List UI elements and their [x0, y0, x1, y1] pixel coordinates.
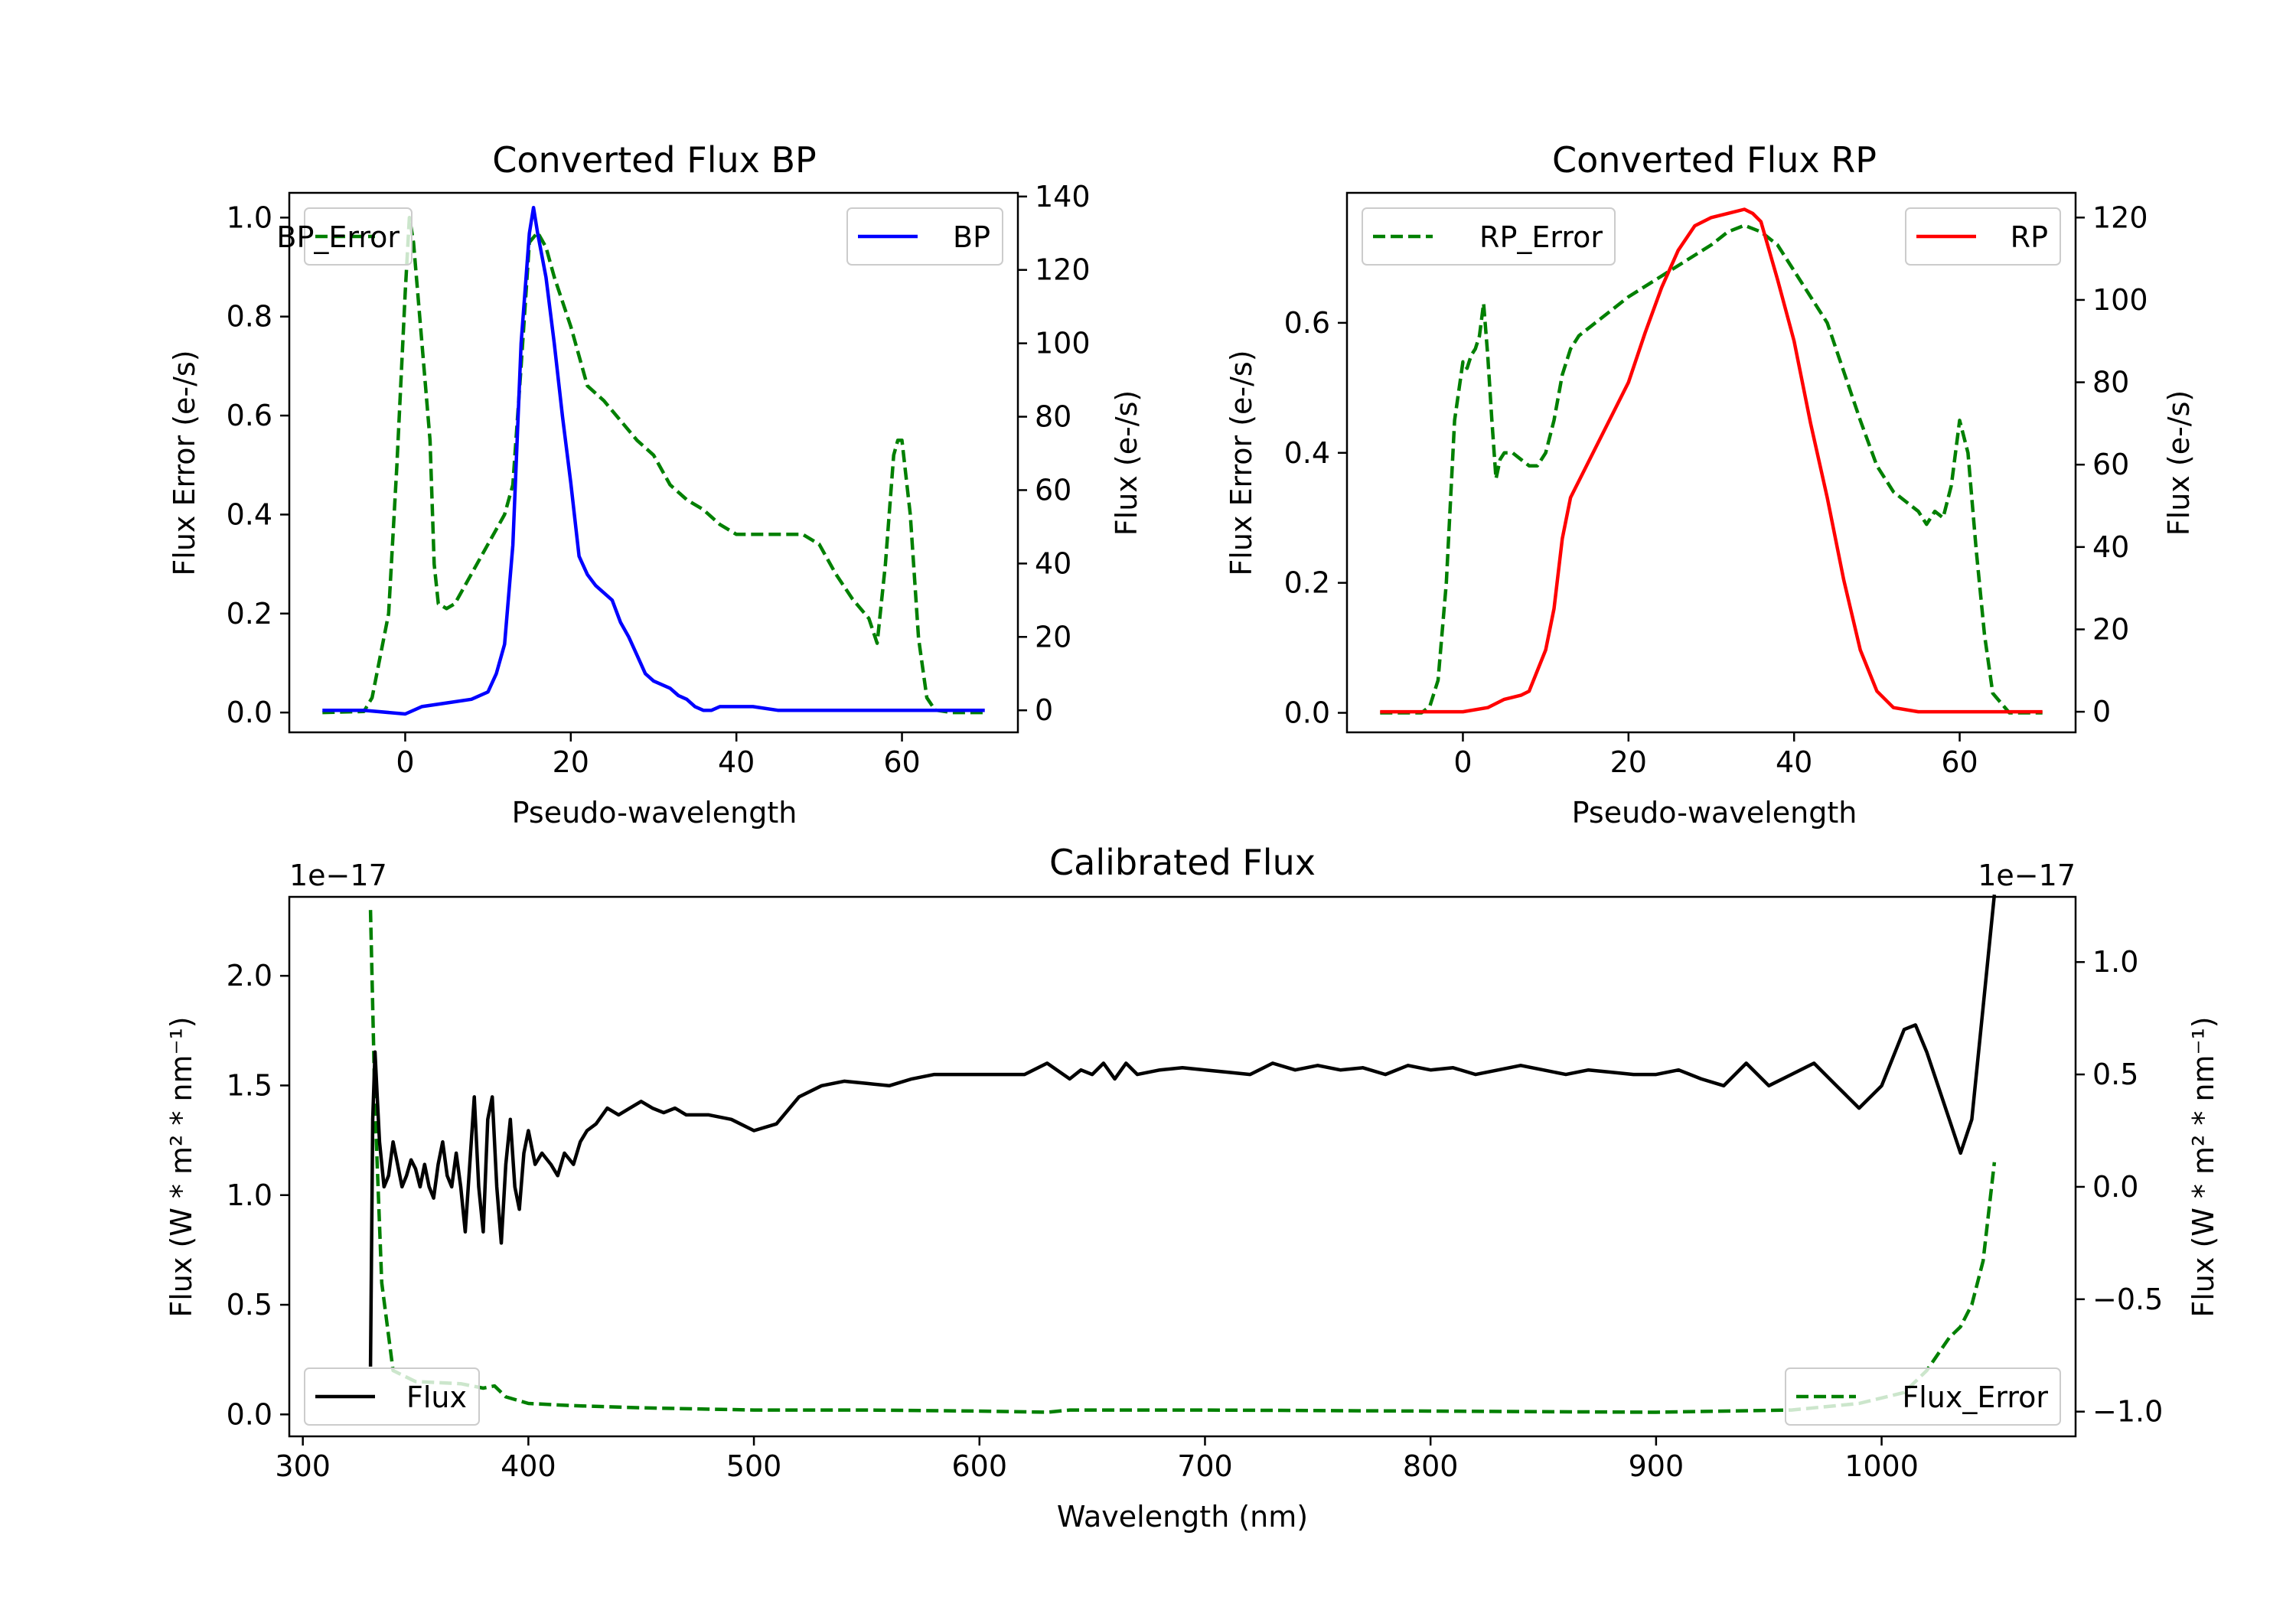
rp-ylabel-right: Flux (e-/s): [2162, 390, 2196, 536]
series-line-rp-error: [1380, 223, 2043, 715]
y-right-tick-label: 120: [1035, 253, 1091, 287]
y-left-tick-label: 0.4: [1284, 436, 1330, 470]
series-line-bp: [322, 205, 985, 716]
x-tick-label: 900: [1629, 1449, 1684, 1483]
legend-label-right: RP: [2011, 220, 2048, 254]
y-right-tick-label: 20: [2092, 612, 2129, 646]
legend-label-right: BP: [953, 220, 990, 254]
x-tick-label: 600: [952, 1449, 1008, 1483]
x-tick-label: 20: [1610, 745, 1647, 779]
y-left-tick-label: 0.2: [1284, 566, 1330, 600]
legend-label-left: Flux: [406, 1380, 467, 1414]
x-tick-label: 300: [275, 1449, 331, 1483]
calibrated-title: Calibrated Flux: [1049, 842, 1316, 883]
y-right-tick-label: 20: [1035, 620, 1071, 654]
x-tick-label: 0: [396, 745, 414, 779]
y-right-tick-label: 100: [2092, 283, 2148, 317]
x-tick-label: 400: [501, 1449, 556, 1483]
y-left-tick-label: 0.2: [227, 597, 272, 631]
legend-label-left: RP_Error: [1479, 220, 1603, 254]
y-left-tick-label: 0.0: [1284, 696, 1330, 730]
bp-panel: Converted Flux BP Pseudo-wavelength Flux…: [168, 139, 1143, 830]
y-left-tick-label: 0.0: [227, 696, 272, 729]
bp-xlabel: Pseudo-wavelength: [512, 796, 797, 830]
rp-ylabel-left: Flux Error (e-/s): [1225, 350, 1258, 575]
y-left-tick-label: 0.5: [227, 1288, 272, 1322]
y-right-tick-label: 40: [1035, 546, 1071, 580]
y-left-tick-label: 0.6: [1284, 306, 1330, 340]
y-left-tick-label: 1.5: [227, 1068, 272, 1102]
x-tick-label: 40: [718, 745, 755, 779]
legend-right: [846, 207, 1003, 266]
legend-label-right: Flux_Error: [1902, 1380, 2048, 1414]
bp-plot-frame: [288, 191, 1019, 734]
y-right-tick-label: 0: [1035, 693, 1053, 727]
x-tick-label: 60: [1941, 745, 1978, 779]
x-tick-label: 1000: [1844, 1449, 1919, 1483]
y-right-tick-label: −1.0: [2092, 1395, 2163, 1429]
y-right-tick-label: 120: [2092, 200, 2148, 234]
legend-left: [304, 1367, 480, 1426]
legend-right: [1785, 1367, 2061, 1426]
y-left-tick-label: 0.8: [227, 300, 272, 334]
y-left-tick-label: 1.0: [227, 200, 272, 234]
calibrated-plot-frame: [288, 895, 2077, 1438]
x-tick-label: 40: [1776, 745, 1812, 779]
y-left-tick-label: 0.0: [227, 1397, 272, 1431]
rp-plot-frame: [1345, 191, 2077, 734]
calibrated-offset-right: 1e−17: [1978, 859, 2076, 892]
calibrated-panel: Calibrated Flux Wavelength (nm) Flux (W …: [165, 842, 2220, 1534]
x-tick-label: 60: [883, 745, 920, 779]
y-right-tick-label: −0.5: [2092, 1283, 2163, 1316]
y-right-tick-label: 0.5: [2092, 1058, 2138, 1091]
rp-panel: Converted Flux RP Pseudo-wavelength Flux…: [1225, 139, 2196, 830]
x-tick-label: 20: [553, 745, 589, 779]
calibrated-ylabel-left: Flux (W * m² * nm⁻¹): [165, 1016, 198, 1317]
y-left-tick-label: 0.6: [227, 399, 272, 432]
bp-title: Converted Flux BP: [492, 139, 817, 181]
y-right-tick-label: 1.0: [2092, 945, 2138, 979]
x-tick-label: 700: [1177, 1449, 1233, 1483]
y-right-tick-label: 100: [1035, 327, 1091, 360]
legend-label-left: BP_Error: [276, 220, 400, 254]
bp-ylabel-left: Flux Error (e-/s): [168, 350, 201, 575]
x-tick-label: 0: [1453, 745, 1472, 779]
y-right-tick-label: 60: [2092, 448, 2129, 481]
series-line-bp-error: [322, 216, 985, 715]
y-right-tick-label: 0.0: [2092, 1170, 2138, 1204]
y-right-tick-label: 60: [1035, 473, 1071, 507]
legend-left: [1362, 207, 1616, 266]
y-right-tick-label: 40: [2092, 530, 2129, 564]
calibrated-xlabel: Wavelength (nm): [1057, 1500, 1308, 1534]
series-line-flux-error: [368, 910, 1997, 1414]
legend-right: [1905, 207, 2061, 266]
x-tick-label: 800: [1403, 1449, 1459, 1483]
x-tick-label: 500: [726, 1449, 782, 1483]
calibrated-offset-left: 1e−17: [289, 859, 387, 892]
rp-title: Converted Flux RP: [1552, 139, 1877, 181]
y-left-tick-label: 2.0: [227, 959, 272, 993]
y-right-tick-label: 0: [2092, 695, 2111, 729]
y-left-tick-label: 1.0: [227, 1178, 272, 1212]
y-left-tick-label: 0.4: [227, 497, 272, 531]
series-line-rp: [1380, 207, 2043, 714]
bp-ylabel-right: Flux (e-/s): [1110, 390, 1143, 536]
rp-xlabel: Pseudo-wavelength: [1572, 796, 1857, 830]
y-right-tick-label: 140: [1035, 180, 1091, 214]
y-right-tick-label: 80: [2092, 366, 2129, 399]
series-line-flux: [368, 894, 1997, 1367]
y-right-tick-label: 80: [1035, 400, 1071, 434]
calibrated-ylabel-right: Flux (W * m² * nm⁻¹): [2187, 1016, 2220, 1317]
